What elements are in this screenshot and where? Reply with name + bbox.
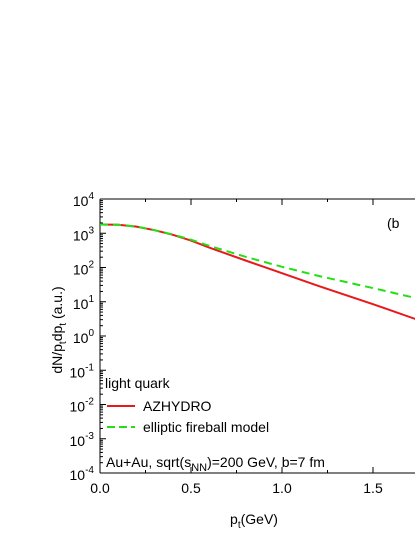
y-tick-label: 102	[73, 260, 95, 278]
x-tick-label: 0.5	[181, 480, 201, 496]
x-axis-title: pt(GeV)	[230, 511, 278, 531]
y-tick-label: 101	[73, 294, 95, 312]
ticks-group	[99, 198, 374, 474]
y-tick-label: 100	[73, 328, 95, 346]
legend-label-azhydro: AZHYDRO	[143, 398, 212, 414]
series-group	[100, 223, 415, 320]
legend-title: light quark	[105, 375, 171, 391]
y-tick-label: 103	[73, 225, 95, 243]
x-tick-label: 0.0	[90, 480, 110, 496]
panel-label: (b	[387, 215, 400, 231]
collision-annotation: Au+Au, sqrt(sNN)=200 GeV, b=7 fm	[106, 454, 325, 474]
x-tick-label: 1.5	[363, 480, 383, 496]
y-tick-label: 104	[73, 191, 95, 209]
legend-label-fireball: elliptic fireball model	[143, 419, 269, 435]
y-tick-label: 10-1	[70, 362, 95, 380]
series-line-fireball	[100, 223, 415, 299]
y-tick-label: 10-3	[70, 431, 95, 449]
y-tick-label: 10-4	[70, 465, 95, 483]
y-axis-title: dN/ptdpt (a.u.)	[49, 286, 69, 373]
labels-group: 0.00.51.01.52.02.53.010410310210110010-1…	[70, 191, 383, 496]
y-tick-label: 10-2	[70, 397, 95, 415]
x-tick-label: 1.0	[272, 480, 292, 496]
